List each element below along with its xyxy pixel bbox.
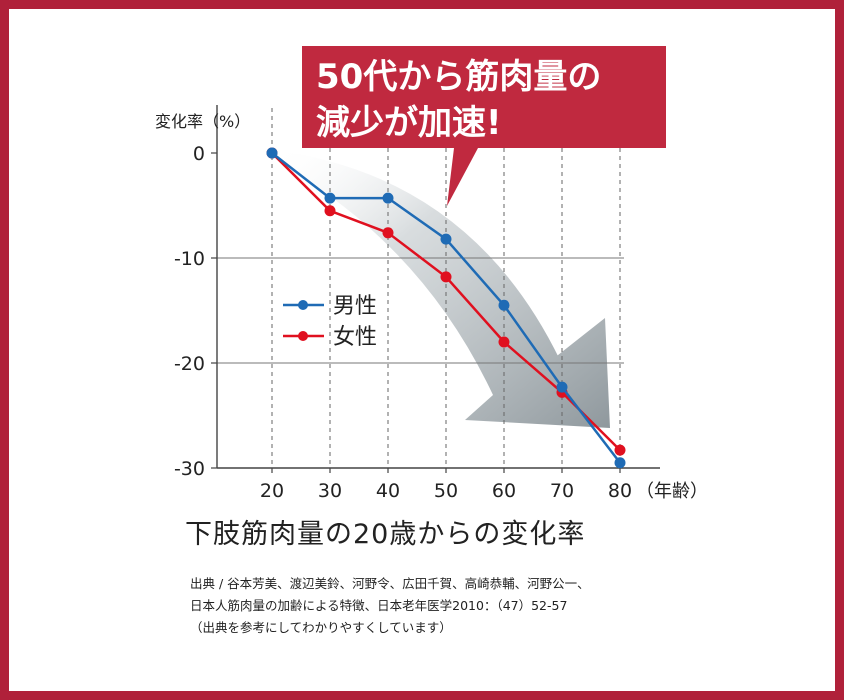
source-line-3: （出典を参考にしてわかりやすくしています）: [190, 620, 452, 635]
data-point-male: [498, 299, 510, 311]
x-tick-label: 40: [376, 480, 400, 502]
data-point-female: [498, 336, 510, 348]
callout-line-1: 50代から筋肉量の: [316, 57, 601, 97]
data-point-female: [614, 444, 626, 456]
legend-marker-male: [298, 300, 308, 310]
tick-labels: 0 -10 -20 -30 20 30 40 50 60 70 80: [174, 143, 632, 502]
y-tick-label: -30: [174, 458, 205, 480]
chart-caption: 下肢筋肉量の20歳からの変化率: [185, 519, 586, 550]
data-point-male: [266, 147, 278, 159]
axes: [211, 105, 660, 473]
y-axis-label: 変化率（%）: [155, 112, 250, 131]
x-tick-label: 30: [318, 480, 342, 502]
data-point-female: [324, 205, 336, 217]
legend: 男性 女性: [283, 294, 377, 350]
data-point-male: [440, 233, 452, 245]
x-tick-label: 50: [434, 480, 458, 502]
series-layer: [266, 147, 626, 469]
x-tick-label: 70: [550, 480, 574, 502]
data-point-male: [324, 192, 336, 204]
legend-marker-female: [298, 331, 308, 341]
annotation-callout: 50代から筋肉量の 減少が加速!: [302, 46, 666, 206]
data-point-male: [556, 381, 568, 393]
y-tick-label: -20: [174, 353, 205, 375]
x-tick-label: 20: [260, 480, 284, 502]
grid-lines: [217, 108, 624, 468]
data-point-female: [440, 271, 452, 283]
source-citation: 出典 / 谷本芳美、渡辺美鈴、河野令、広田千賀、高崎恭輔、河野公一、 日本人筋肉…: [190, 573, 590, 639]
source-line-1: 出典 / 谷本芳美、渡辺美鈴、河野令、広田千賀、高崎恭輔、河野公一、: [190, 576, 590, 591]
data-point-female: [382, 227, 394, 239]
legend-label-female: 女性: [333, 325, 377, 350]
data-point-male: [614, 457, 626, 469]
x-tick-label: 80: [608, 480, 632, 502]
data-point-male: [382, 192, 394, 204]
trend-arrow: [272, 150, 610, 428]
legend-label-male: 男性: [333, 294, 377, 319]
y-tick-label: -10: [174, 248, 205, 270]
source-line-2: 日本人筋肉量の加齢による特徴、日本老年医学2010：（47）52-57: [190, 598, 568, 613]
y-tick-label: 0: [193, 143, 205, 165]
frame-inner-border: [18, 18, 826, 682]
x-tick-label: 60: [492, 480, 516, 502]
x-axis-label: （年齢）: [636, 481, 708, 502]
callout-bubble: [302, 46, 666, 206]
callout-line-2: 減少が加速!: [316, 103, 502, 143]
